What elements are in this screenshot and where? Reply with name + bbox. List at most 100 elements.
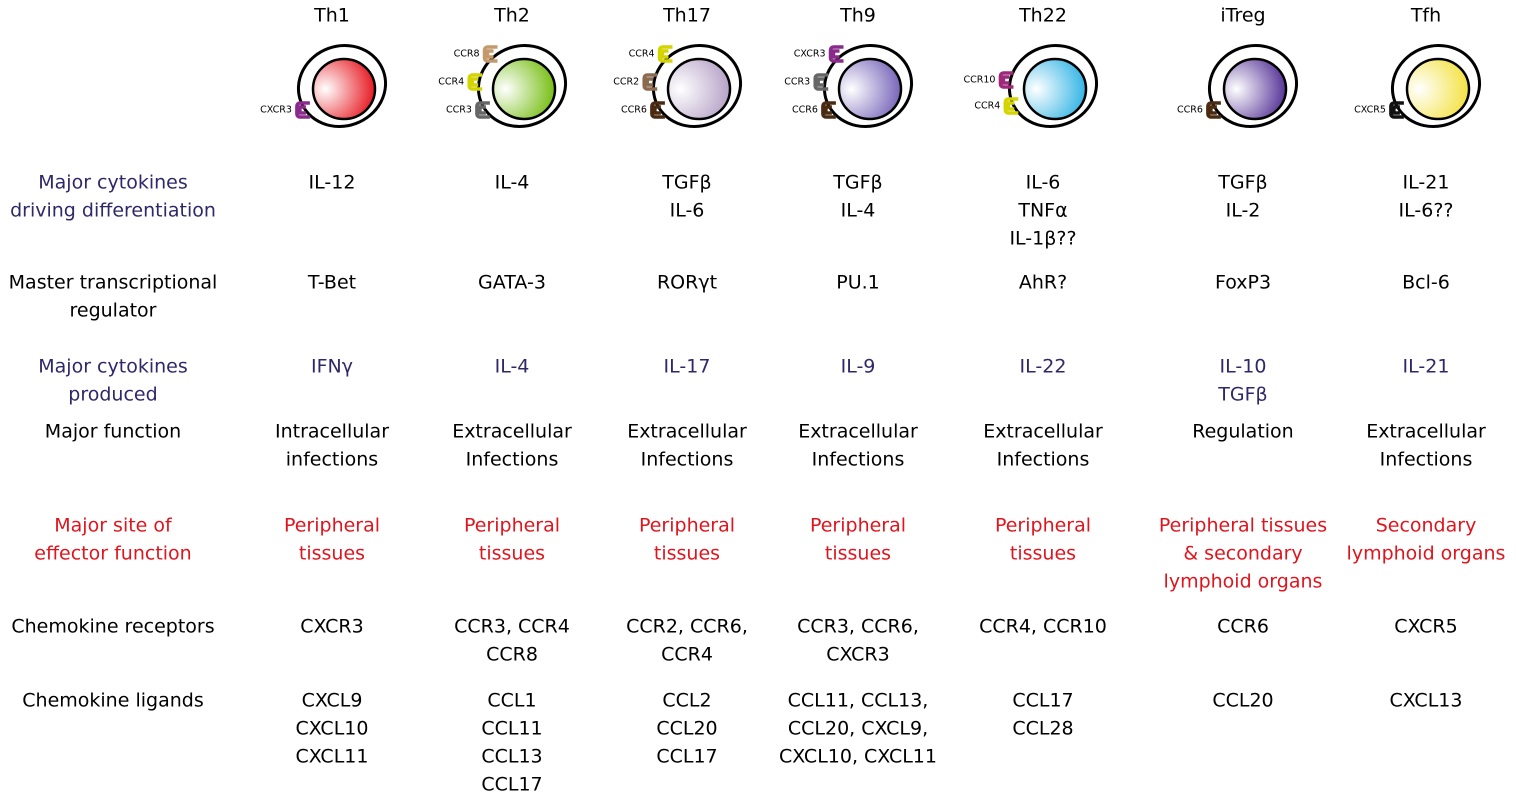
cell-text: IL-6 (670, 200, 705, 222)
receptor-label: CCR6 (792, 105, 818, 116)
cell-text: infections (286, 449, 378, 471)
receptor-label: CCR6 (621, 105, 647, 116)
row-label: Major site of (54, 515, 173, 537)
column-header: Th1 (313, 5, 350, 27)
receptor-label: CXCR3 (794, 49, 826, 60)
receptor-label: CCR3 (784, 77, 810, 88)
receptor-label: CCR4 (974, 101, 1000, 112)
cell-text: Peripheral (639, 515, 735, 537)
cell-text: Infections (641, 449, 734, 471)
receptor (1389, 101, 1404, 119)
cell-text: IL-21 (1403, 356, 1450, 378)
cell-text: CCL20 (656, 718, 717, 740)
cell-text: IL-4 (495, 356, 530, 378)
cell-text: Regulation (1192, 421, 1293, 443)
cell-text: IL-4 (495, 172, 530, 194)
cell-text: tissues (299, 543, 365, 565)
cell-text: TGFβ (832, 172, 882, 194)
cell-text: CCR2, CCR6, (626, 616, 748, 638)
cell-text: tissues (1010, 543, 1076, 565)
cell-text: CCR6 (1217, 616, 1269, 638)
cell-text: tissues (479, 543, 545, 565)
cell-text: CCL2 (662, 690, 711, 712)
receptor (821, 101, 836, 119)
cell-nucleus (666, 57, 732, 121)
cell-text: Peripheral tissues (1159, 515, 1327, 537)
cell-text: lymphoid organs (1164, 571, 1323, 593)
row-label: Chemokine ligands (22, 690, 203, 712)
cell-text: lymphoid organs (1347, 543, 1506, 565)
cell-text: IL-4 (841, 200, 876, 222)
receptor (642, 73, 658, 91)
cell-nucleus (837, 57, 903, 121)
cell-text: IL-2 (1226, 200, 1261, 222)
cell-text: Peripheral (284, 515, 380, 537)
cell-text: Intracellular (275, 421, 389, 443)
cell-text: Infections (1380, 449, 1473, 471)
column-header: Th9 (839, 5, 876, 27)
cell-text: CCR8 (486, 644, 538, 666)
receptor (475, 101, 490, 119)
row-label: Major cytokines (38, 172, 187, 194)
column-header: Th17 (662, 5, 711, 27)
cell-text: CXCR3 (300, 616, 363, 638)
receptor-label: CCR4 (438, 77, 464, 88)
column-header: iTreg (1220, 5, 1265, 27)
row-label: driving differentiation (10, 200, 216, 222)
cell-text: CXCL10 (296, 718, 369, 740)
column-header: Tfh (1410, 5, 1441, 27)
cell-text: IL-6?? (1399, 200, 1454, 222)
receptor (813, 73, 829, 91)
receptor-label: CXCR5 (1354, 105, 1386, 116)
receptor (467, 73, 483, 91)
cell-text: CCR3, CCR4 (454, 616, 570, 638)
row-label: Major function (45, 421, 181, 443)
cell-text: IL-21 (1403, 172, 1450, 194)
cell-text: AhR? (1019, 272, 1067, 294)
cell-text: IL-22 (1020, 356, 1067, 378)
cell-text: CCL11 (481, 718, 542, 740)
cell-text: IL-6 (1026, 172, 1061, 194)
cell-text: CCL17 (656, 746, 717, 768)
cell-text: tissues (654, 543, 720, 565)
cell-text: CCR4, CCR10 (979, 616, 1107, 638)
row-label: regulator (70, 300, 157, 322)
cell-text: Extracellular (983, 421, 1103, 443)
cell-nucleus (1022, 57, 1088, 121)
cell-text: CCL1 (487, 690, 536, 712)
cell-text: CCL20, CXCL9, (788, 718, 928, 740)
cell-text: CCL17 (481, 774, 542, 796)
row-label: effector function (34, 543, 191, 565)
receptor (828, 45, 844, 63)
cell-text: CCL17 (1012, 690, 1073, 712)
receptor (1003, 97, 1019, 115)
cell-text: CCL20 (1212, 690, 1273, 712)
cell-text: FoxP3 (1215, 272, 1271, 294)
cell-text: CXCR3 (826, 644, 889, 666)
cell-text: Extracellular (1366, 421, 1486, 443)
column-header: Th22 (1018, 5, 1067, 27)
cell-text: CXCL11 (296, 746, 369, 768)
cell-text: TNFα (1017, 200, 1067, 222)
cell-text: Infections (466, 449, 559, 471)
cell-text: & secondary (1183, 543, 1302, 565)
cell-text: IL-9 (841, 356, 876, 378)
cell-nucleus (311, 57, 377, 121)
receptor-label: CCR8 (454, 49, 480, 60)
receptor (998, 71, 1014, 89)
cell-text: CCL11, CCL13, (788, 690, 929, 712)
cell-text: CCR4 (661, 644, 713, 666)
receptor-label: CCR6 (1177, 105, 1203, 116)
cell-text: CXCL13 (1390, 690, 1463, 712)
receptor (295, 101, 310, 119)
column-header: Th2 (493, 5, 530, 27)
cell-text: CXCL10, CXCL11 (779, 746, 937, 768)
receptor-label: CCR10 (963, 75, 995, 86)
receptor (482, 45, 498, 63)
cell-text: Peripheral (810, 515, 906, 537)
cell-text: GATA-3 (478, 272, 546, 294)
cell-text: TGFβ (1217, 172, 1267, 194)
receptor-label: CCR4 (629, 49, 655, 60)
cell-text: IL-10 (1220, 356, 1267, 378)
receptor (650, 101, 665, 119)
